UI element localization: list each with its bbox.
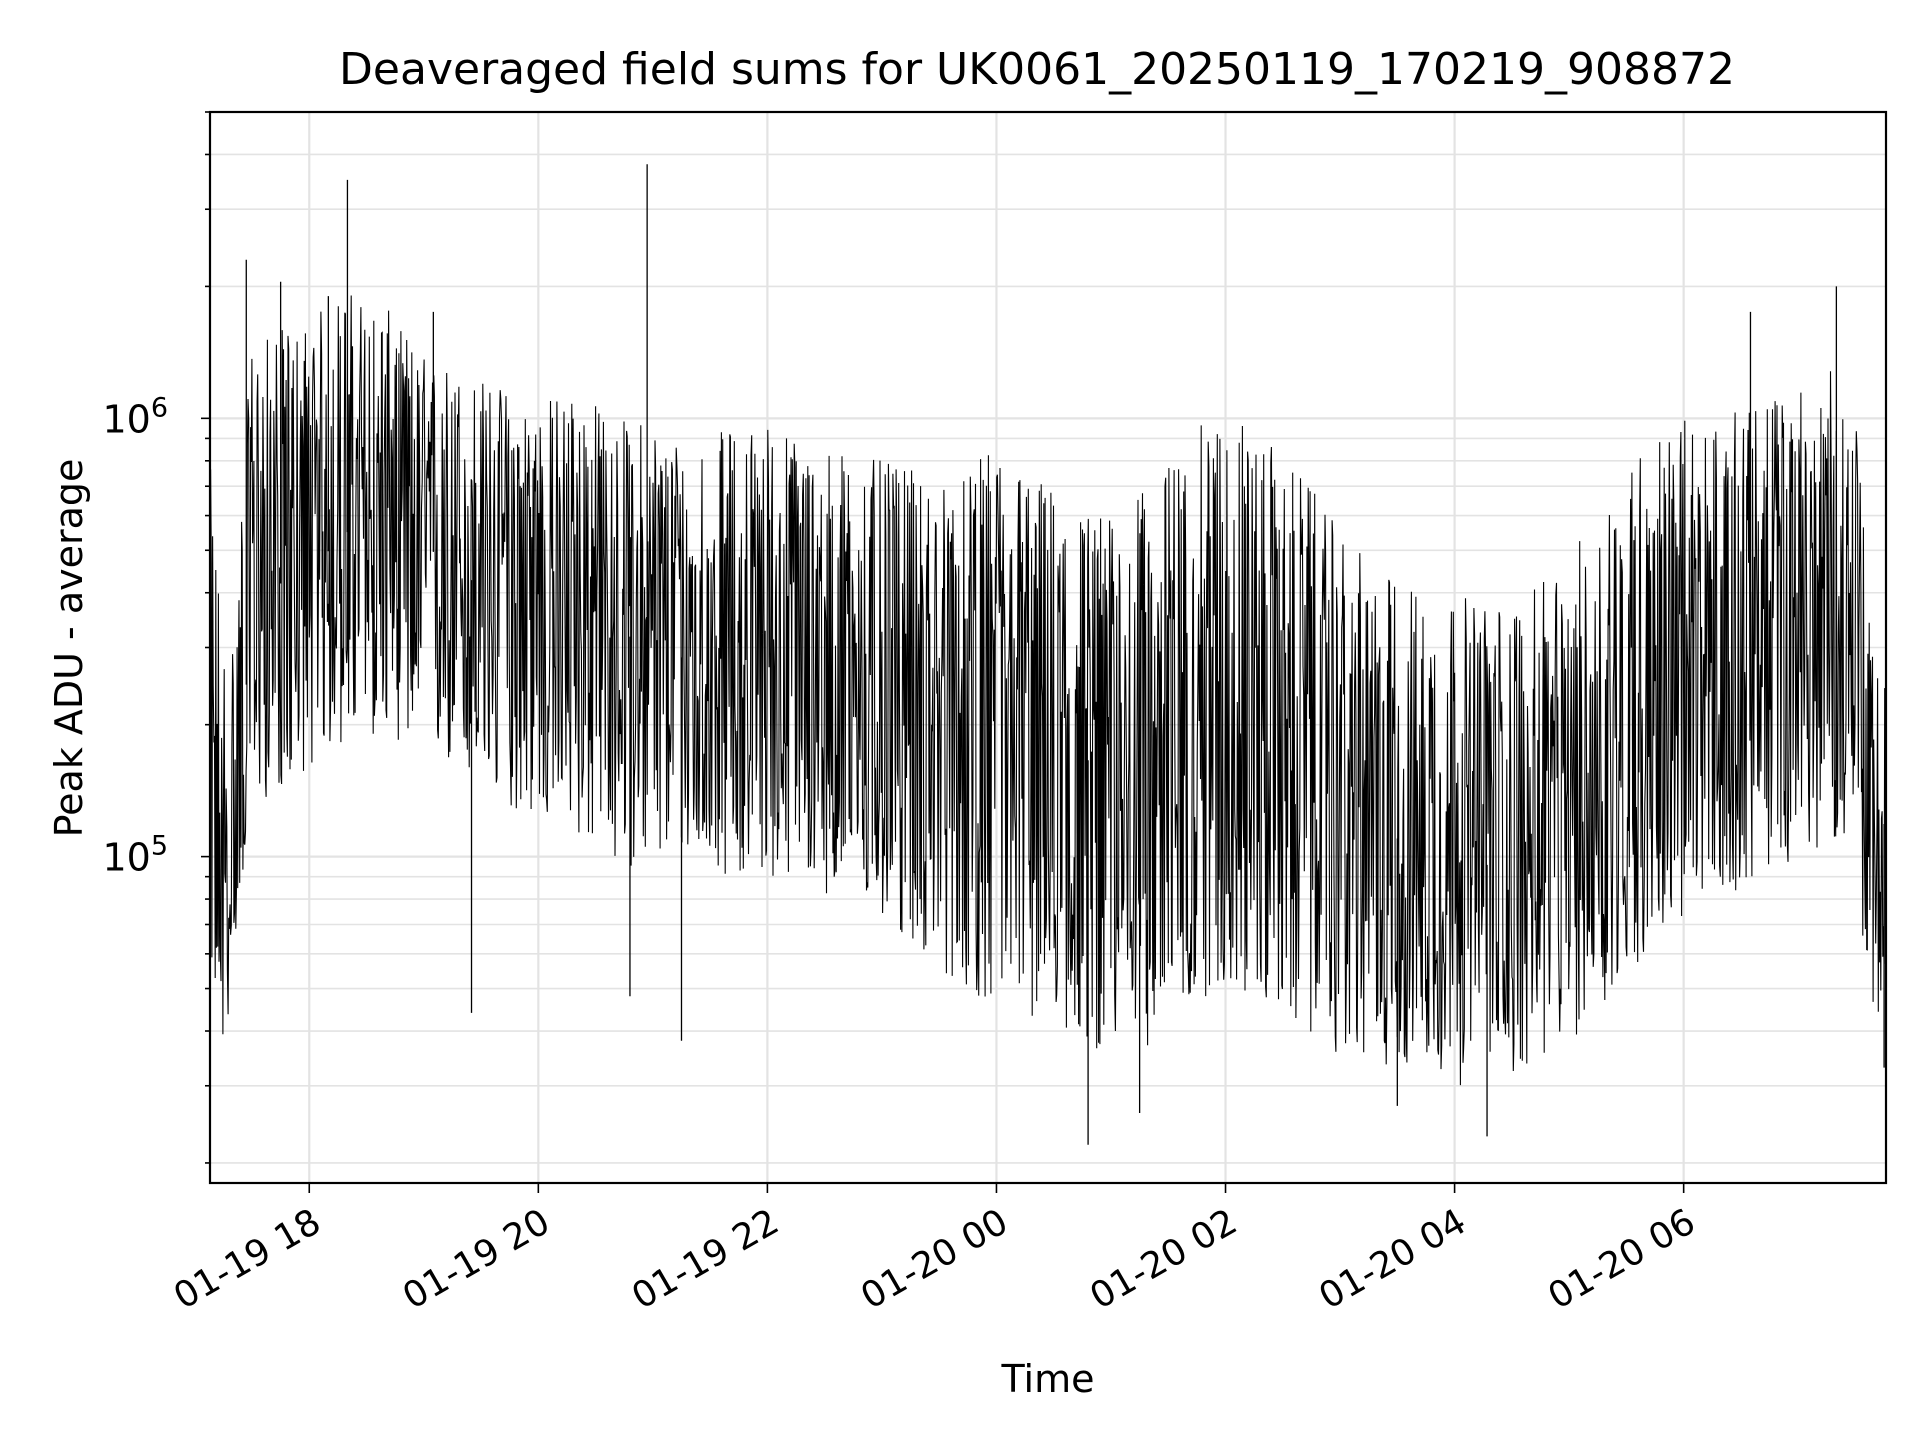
y-axis-label: Peak ADU - average [47,459,91,838]
x-axis-label: Time [1001,1357,1095,1401]
x-tick-label: 01-19 18 [167,1201,328,1317]
series-line [209,295,1887,1086]
y-tick-label: 105 [102,831,168,880]
x-tick-label: 01-20 00 [854,1201,1015,1317]
x-tick-label: 01-19 22 [625,1201,786,1317]
y-axis: 105 106 [102,111,210,1164]
x-axis: 01-19 18 01-19 20 01-19 22 01-20 00 01-20 02… [167,1183,1702,1318]
data-series [209,164,1887,1145]
x-tick-label: 01-20 02 [1083,1201,1244,1317]
x-tick-label: 01-20 04 [1312,1201,1473,1317]
y-tick-label: 106 [102,392,168,441]
x-tick-label: 01-20 06 [1541,1201,1702,1317]
x-tick-label: 01-19 20 [396,1201,557,1317]
chart-title: Deaveraged field sums for UK0061_2025011… [339,44,1735,95]
